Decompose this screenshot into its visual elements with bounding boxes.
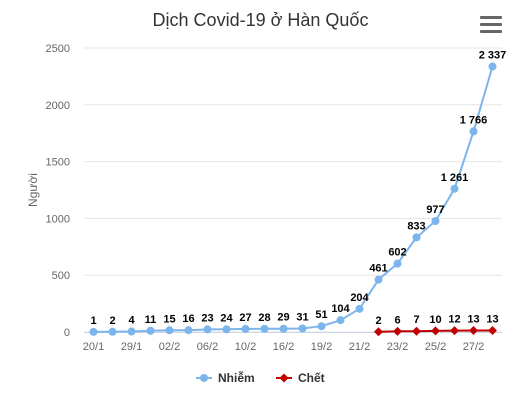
data-point: [469, 127, 478, 136]
data-label: 1: [90, 315, 96, 327]
data-point: [431, 326, 440, 336]
data-label: 461: [369, 263, 387, 275]
x-tick-label: 27/2: [463, 341, 484, 353]
data-label: 28: [258, 312, 270, 324]
data-label: 15: [163, 313, 175, 325]
data-label: 2: [109, 315, 115, 327]
data-label: 2: [375, 315, 381, 327]
data-label: 204: [350, 292, 369, 304]
legend-marker: [200, 374, 208, 382]
x-tick-label: 19/2: [311, 341, 332, 353]
x-tick-label: 02/2: [159, 341, 180, 353]
x-tick-label: 20/1: [83, 341, 104, 353]
data-label: 29: [277, 312, 289, 324]
data-label: 1 261: [441, 172, 469, 184]
data-label: 23: [201, 312, 213, 324]
series-line-Nhiễm: [93, 66, 494, 333]
chart-title: Dịch Covid-19 ở Hàn Quốc: [152, 10, 369, 30]
y-tick-label: 1500: [46, 157, 70, 169]
data-label: 12: [448, 314, 460, 326]
y-tick-label: 2000: [46, 100, 70, 112]
data-label: 1 766: [460, 114, 488, 126]
data-point: [298, 324, 307, 333]
x-tick-label: 10/2: [235, 341, 256, 353]
data-point: [393, 326, 402, 336]
data-point: [108, 327, 117, 336]
x-tick-label: 16/2: [273, 341, 294, 353]
y-tick-label: 0: [64, 327, 70, 339]
data-label: 13: [467, 314, 479, 326]
data-point: [184, 326, 193, 335]
legend-item-label[interactable]: Chết: [298, 371, 325, 385]
legend-marker: [279, 373, 289, 383]
data-point: [412, 233, 421, 242]
data-point: [450, 184, 459, 193]
data-point: [469, 326, 478, 336]
data-label: 602: [388, 247, 406, 259]
data-point: [488, 326, 497, 336]
data-label: 7: [413, 314, 419, 326]
data-point: [374, 275, 383, 284]
legend-item-label[interactable]: Nhiễm: [218, 370, 255, 385]
x-tick-label: 25/2: [425, 341, 446, 353]
data-point: [203, 325, 212, 334]
data-label: 31: [296, 311, 308, 323]
x-tick-label: 21/2: [349, 341, 370, 353]
y-tick-label: 1000: [46, 213, 70, 225]
data-point: [450, 326, 459, 336]
data-point: [260, 324, 269, 333]
data-point: [146, 326, 155, 335]
data-label: 6: [394, 314, 400, 326]
data-point: [393, 259, 402, 268]
data-point: [336, 316, 345, 325]
data-label: 13: [486, 314, 498, 326]
data-point: [412, 326, 421, 336]
y-axis-title: Người: [26, 173, 40, 207]
data-label: 51: [315, 309, 327, 321]
x-tick-label: 29/1: [121, 341, 142, 353]
x-tick-label: 06/2: [197, 341, 218, 353]
data-label: 27: [239, 312, 251, 324]
data-point: [279, 324, 288, 333]
data-point: [374, 327, 383, 337]
data-point: [222, 325, 231, 334]
y-tick-label: 2500: [46, 43, 70, 55]
data-point: [488, 62, 497, 71]
data-point: [165, 326, 174, 335]
data-point: [355, 304, 364, 313]
data-label: 11: [145, 314, 157, 326]
data-label: 10: [429, 314, 441, 326]
data-label: 4: [128, 315, 135, 327]
data-label: 833: [407, 220, 425, 232]
data-point: [317, 322, 326, 331]
data-label: 24: [220, 312, 233, 324]
data-label: 16: [182, 313, 194, 325]
data-label: 2 337: [479, 50, 507, 62]
hamburger-menu-icon[interactable]: [480, 16, 502, 34]
data-point: [431, 217, 440, 226]
data-point: [89, 327, 98, 336]
data-point: [241, 324, 250, 333]
data-label: 104: [331, 303, 350, 315]
x-tick-label: 23/2: [387, 341, 408, 353]
y-tick-label: 500: [52, 270, 70, 282]
data-label: 977: [426, 204, 444, 216]
data-point: [127, 327, 136, 336]
